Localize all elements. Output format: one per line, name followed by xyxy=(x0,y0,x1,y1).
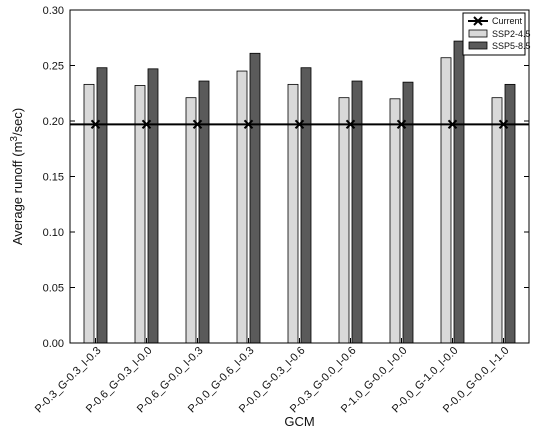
legend-label-ssp585: SSP5-8.5 xyxy=(492,41,531,51)
bar-ssp245 xyxy=(338,97,350,344)
y-tick-label: 0.15 xyxy=(43,172,64,184)
bar-ssp585 xyxy=(96,67,108,344)
bar-ssp585 xyxy=(453,40,465,344)
y-tick-label: 0.05 xyxy=(43,283,64,295)
legend-swatch-ssp245 xyxy=(468,29,488,38)
bar-ssp245 xyxy=(287,83,299,344)
y-tick-label: 0.25 xyxy=(43,61,64,73)
legend: Current SSP2-4.5 SSP5-8.5 xyxy=(462,12,531,56)
current-point-marker xyxy=(345,119,356,130)
bars-layer xyxy=(83,40,516,344)
current-point-marker xyxy=(192,119,203,130)
y-tick-label: 0.30 xyxy=(43,5,64,17)
bar-ssp245 xyxy=(185,97,197,344)
legend-label-current: Current xyxy=(492,16,523,26)
legend-swatch-ssp585 xyxy=(468,41,488,50)
bar-ssp245 xyxy=(491,97,503,344)
y-tick-label: 0.10 xyxy=(43,227,64,239)
bar-ssp245 xyxy=(83,83,95,344)
current-point-marker xyxy=(396,119,407,130)
current-line-layer xyxy=(70,119,529,130)
x-axis-title: GCM xyxy=(284,414,314,429)
bar-ssp245 xyxy=(440,57,452,344)
current-point-marker xyxy=(141,119,152,130)
current-point-marker xyxy=(243,119,254,130)
current-point-marker xyxy=(447,119,458,130)
bar-ssp585 xyxy=(147,68,159,344)
current-point-marker xyxy=(294,119,305,130)
y-tick-label: 0.20 xyxy=(43,116,64,128)
current-point-marker xyxy=(90,119,101,130)
current-point-marker xyxy=(498,119,509,130)
bar-ssp585 xyxy=(249,52,261,344)
y-tick-label: 0.00 xyxy=(43,338,64,350)
legend-current-marker-icon xyxy=(473,16,483,26)
y-axis-title: Average runoff (m3/sec) xyxy=(9,108,26,245)
bar-ssp245 xyxy=(236,70,248,344)
bar-ssp585 xyxy=(504,83,516,344)
legend-label-ssp245: SSP2-4.5 xyxy=(492,29,531,39)
bar-ssp585 xyxy=(300,67,312,344)
bar-ssp245 xyxy=(389,98,401,344)
plot-frame xyxy=(69,9,530,344)
